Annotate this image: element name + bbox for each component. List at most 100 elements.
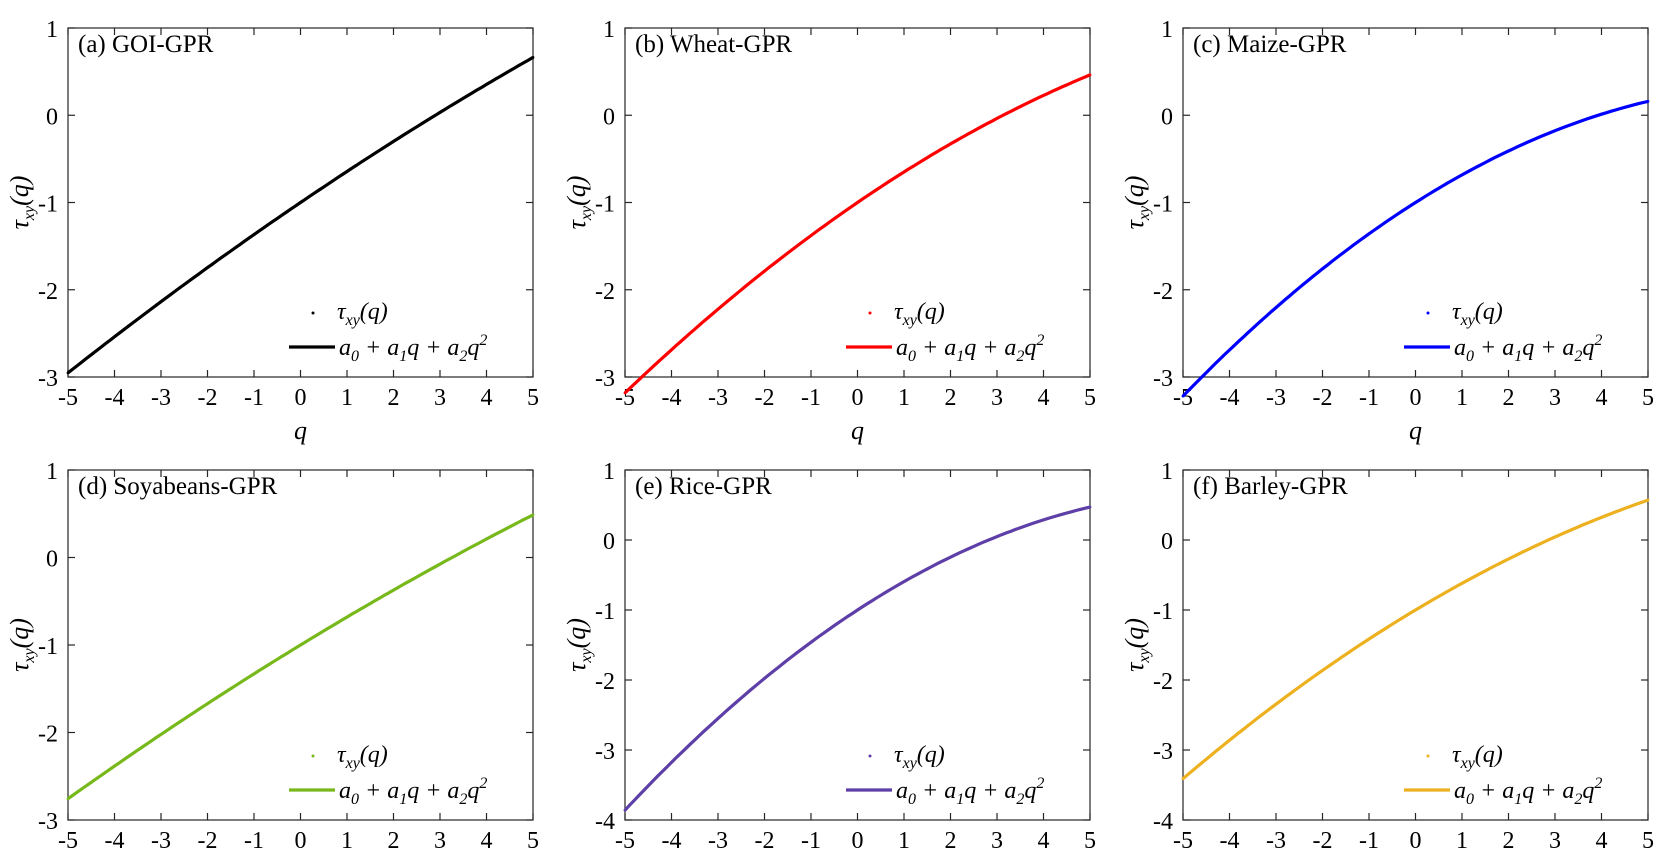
y-tick-label: -1 (1153, 599, 1173, 625)
y-tick-label: 0 (46, 104, 58, 130)
data-point (345, 170, 349, 173)
data-point (206, 266, 209, 270)
data-point (206, 702, 209, 706)
legend-label-points: τxy(q) (1452, 299, 1503, 329)
y-axis-label: τxy(q) (562, 618, 595, 672)
data-point (902, 170, 906, 174)
data-point (763, 677, 766, 680)
data-point (299, 643, 302, 647)
fit-line (623, 73, 1091, 395)
x-tick-label: 1 (898, 828, 910, 854)
panel-3: -5 -4 -3 -2 -1 0 1 2 3 4 5-3-2-101(c) Maize-GPRqτx… (1120, 17, 1654, 445)
data-point (1553, 535, 1557, 539)
x-tick-label: -4 (1220, 385, 1240, 411)
x-tick-label: -3 (708, 828, 728, 854)
y-tick-label: -3 (1153, 366, 1173, 392)
y-tick-label: -2 (38, 722, 58, 748)
data-point (1460, 173, 1464, 177)
data-point (252, 233, 256, 236)
y-tick-label: 1 (1161, 17, 1173, 43)
data-point (1507, 557, 1510, 561)
data-point (252, 672, 256, 676)
y-tick-label: -2 (595, 669, 615, 695)
y-tick-label: -3 (38, 366, 58, 392)
fit-line (1181, 498, 1649, 780)
data-point (763, 269, 766, 273)
x-tick-label: 3 (434, 828, 446, 854)
x-tick-label: 1 (898, 385, 910, 411)
fit-line (66, 56, 534, 375)
x-tick-label: -3 (1266, 385, 1286, 411)
legend-label-points: τxy(q) (1452, 742, 1503, 772)
data-point (531, 513, 535, 517)
legend-marker-points (1426, 311, 1430, 315)
y-tick-label: 1 (46, 459, 58, 485)
data-point (856, 201, 859, 204)
x-tick-label: 1 (1456, 385, 1468, 411)
x-tick-label: 5 (1642, 385, 1654, 411)
legend-label-points: τxy(q) (894, 299, 945, 329)
x-tick-label: 4 (481, 385, 493, 411)
panel-title: (d) Soyabeans-GPR (78, 473, 278, 500)
y-tick-label: 1 (603, 17, 615, 43)
x-tick-label: -2 (198, 385, 218, 411)
data-point (1321, 669, 1324, 672)
y-tick-label: 0 (46, 547, 58, 573)
data-point (1274, 306, 1278, 309)
x-tick-label: 1 (341, 385, 353, 411)
data-point (485, 82, 488, 86)
y-tick-label: 1 (46, 17, 58, 43)
data-point (995, 535, 999, 538)
x-tick-label: 4 (1596, 828, 1608, 854)
x-tick-label: 2 (1503, 828, 1515, 854)
x-tick-label: 1 (341, 828, 353, 854)
panel-6: -5 -4 -3 -2 -1 0 1 2 3 4 5-4-3-2-101(f) Barley-GPR… (1120, 459, 1654, 854)
y-axis-label: τxy(q) (1120, 176, 1153, 230)
data-point (809, 234, 813, 237)
panel-title: (c) Maize-GPR (1193, 31, 1347, 58)
y-axis-label: τxy(q) (562, 176, 595, 230)
panel-5: -5 -4 -3 -2 -1 0 1 2 3 4 5-4-3-2-101(e) Rice-GPRτx… (562, 459, 1096, 854)
x-tick-label: -3 (151, 828, 171, 854)
x-tick-label: -3 (1266, 828, 1286, 854)
x-tick-label: 3 (1549, 828, 1561, 854)
x-tick-label: 2 (388, 385, 400, 411)
y-tick-label: -2 (1153, 669, 1173, 695)
x-tick-label: 4 (481, 828, 493, 854)
data-point (1600, 515, 1603, 519)
data-point (716, 307, 720, 311)
legend-label-points: τxy(q) (337, 742, 388, 772)
data-point (531, 56, 535, 59)
x-tick-label: -5 (615, 385, 635, 411)
x-tick-label: 5 (1642, 828, 1654, 854)
x-tick-label: -2 (1313, 385, 1333, 411)
x-tick-label: -1 (801, 828, 821, 854)
x-tick-label: -5 (58, 385, 78, 411)
panel-title: (e) Rice-GPR (635, 473, 772, 500)
legend-marker-points (311, 754, 315, 758)
data-point (1553, 129, 1557, 133)
data-point (623, 391, 627, 395)
legend-marker-points (868, 311, 872, 315)
data-point (438, 562, 442, 566)
x-tick-label: -4 (1220, 828, 1240, 854)
x-tick-label: 1 (1456, 828, 1468, 854)
data-point (66, 371, 70, 375)
x-tick-label: 5 (527, 385, 539, 411)
x-tick-label: -2 (755, 828, 775, 854)
fit-line (623, 505, 1091, 812)
data-point (1088, 73, 1092, 77)
data-point (1181, 777, 1185, 781)
data-point (670, 760, 673, 764)
data-point (902, 580, 906, 584)
legend-label-fit: a0 + a1q + a2q2 (339, 775, 487, 808)
x-tick-label: -2 (1313, 828, 1333, 854)
data-point (1181, 394, 1185, 398)
data-point (670, 348, 673, 352)
y-tick-label: -2 (595, 279, 615, 305)
data-point (1646, 99, 1650, 103)
x-tick-label: -5 (615, 828, 635, 854)
x-tick-label: -3 (151, 385, 171, 411)
panel-title: (f) Barley-GPR (1193, 473, 1348, 500)
